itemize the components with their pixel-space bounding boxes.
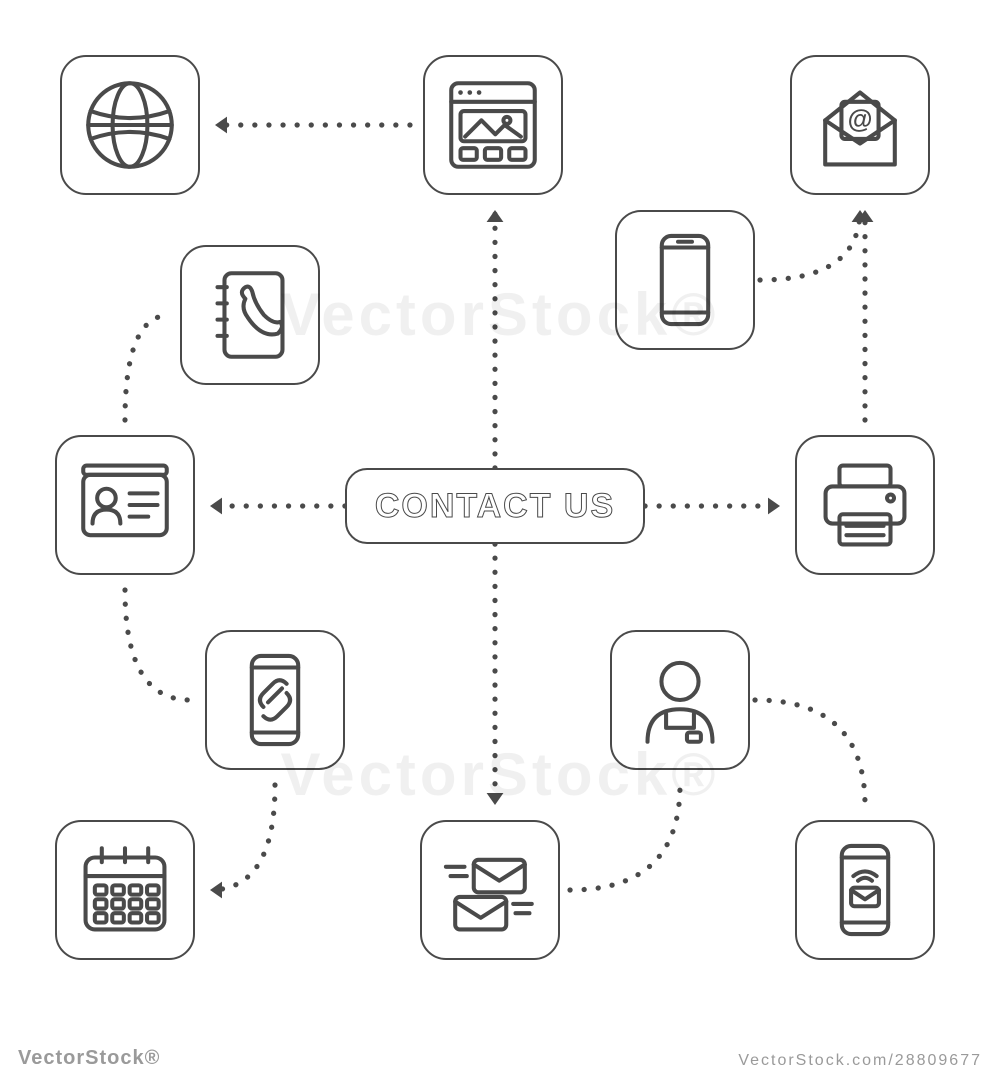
footer-brand: VectorStock®: [18, 1047, 160, 1070]
mail-fly-icon: [420, 820, 560, 960]
printer-icon: [795, 435, 935, 575]
watermark: VectorStock®: [0, 280, 1000, 349]
center-label: CONTACT US: [345, 468, 645, 544]
phone-message-icon: [795, 820, 935, 960]
phone-link-icon: [205, 630, 345, 770]
svg-text:@: @: [848, 105, 873, 133]
watermark: VectorStock®: [0, 740, 1000, 809]
email-open-icon: @: [790, 55, 930, 195]
footer-id: VectorStock.com/28809677: [738, 1052, 982, 1070]
id-card-icon: [55, 435, 195, 575]
website-icon: [423, 55, 563, 195]
smartphone-icon: [615, 210, 755, 350]
phonebook-icon: [180, 245, 320, 385]
calendar-icon: [55, 820, 195, 960]
diagram-canvas: { "type": "infographic-mindmap", "backgr…: [0, 0, 1000, 1080]
globe-icon: [60, 55, 200, 195]
person-icon: [610, 630, 750, 770]
